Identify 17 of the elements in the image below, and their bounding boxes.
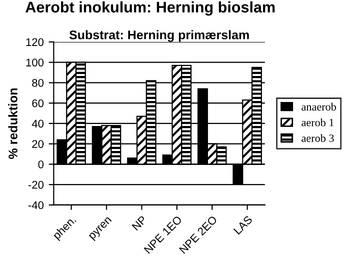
y-tick-label: 0 (38, 160, 44, 168)
y-tick-label: -40 (28, 201, 44, 210)
legend-label: aerob 1 (302, 118, 334, 126)
x-tick-label: LAS (233, 215, 253, 235)
y-tick-label: 60 (32, 99, 44, 108)
x-tick-label: NP (132, 215, 147, 231)
y-tick-label: 20 (32, 140, 44, 148)
legend-label: anaerob (302, 102, 336, 111)
y-axis-title: % reduktion (8, 88, 18, 159)
legend-label: aerob 3 (302, 134, 334, 142)
chart-title: Aerobt inokulum: Herning bioslam (26, 1, 275, 16)
y-tick-label: 40 (32, 120, 44, 128)
y-tick-label: 120 (26, 38, 44, 46)
y-tick-label: -20 (28, 180, 44, 189)
chart-subtitle: Substrat: Herning primærslam (69, 30, 249, 42)
y-tick-label: 80 (32, 78, 44, 87)
y-tick-label: 100 (26, 58, 44, 66)
